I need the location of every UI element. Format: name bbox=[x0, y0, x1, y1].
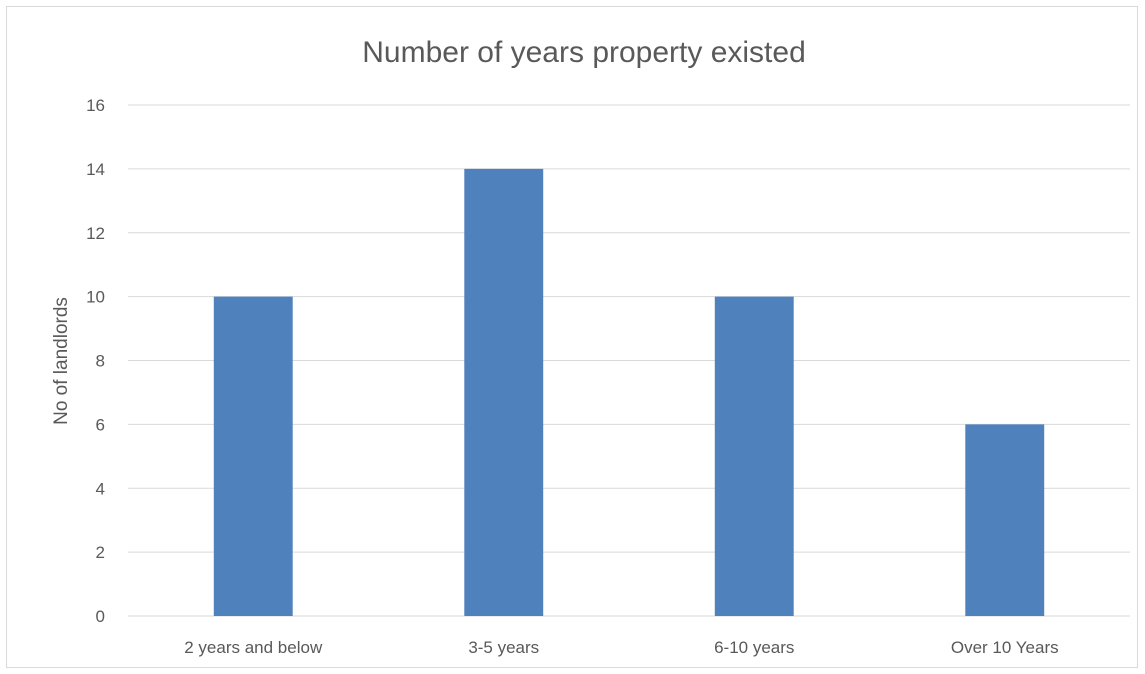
y-tick-label: 16 bbox=[86, 96, 105, 115]
y-tick-label: 8 bbox=[96, 352, 105, 371]
y-axis-ticks: 0 2 4 6 8 10 12 14 16 bbox=[86, 96, 105, 626]
bar-2-years-and-below bbox=[213, 296, 293, 616]
x-tick-label: 6-10 years bbox=[714, 638, 794, 657]
chart-title: Number of years property existed bbox=[362, 36, 806, 69]
bar-3-5-years bbox=[464, 168, 544, 616]
y-tick-label: 4 bbox=[96, 479, 105, 498]
y-tick-label: 10 bbox=[86, 288, 105, 307]
y-tick-label: 2 bbox=[96, 543, 105, 562]
y-tick-label: 12 bbox=[86, 224, 105, 243]
bars bbox=[213, 168, 1045, 616]
bar-6-10-years bbox=[714, 296, 794, 616]
y-axis-title: No of landlords bbox=[51, 297, 72, 425]
y-tick-label: 6 bbox=[96, 415, 105, 434]
chart-frame bbox=[6, 6, 1138, 668]
y-tick-label: 0 bbox=[96, 607, 105, 626]
y-tick-label: 14 bbox=[86, 160, 105, 179]
x-tick-label: Over 10 Years bbox=[951, 638, 1059, 657]
gridlines bbox=[128, 104, 1130, 617]
x-tick-label: 3-5 years bbox=[468, 638, 539, 657]
x-axis-ticks: 2 years and below 3-5 years 6-10 years Over… bbox=[184, 638, 1058, 657]
x-tick-label: 2 years and below bbox=[184, 638, 323, 657]
bar-over-10-years bbox=[965, 424, 1045, 616]
